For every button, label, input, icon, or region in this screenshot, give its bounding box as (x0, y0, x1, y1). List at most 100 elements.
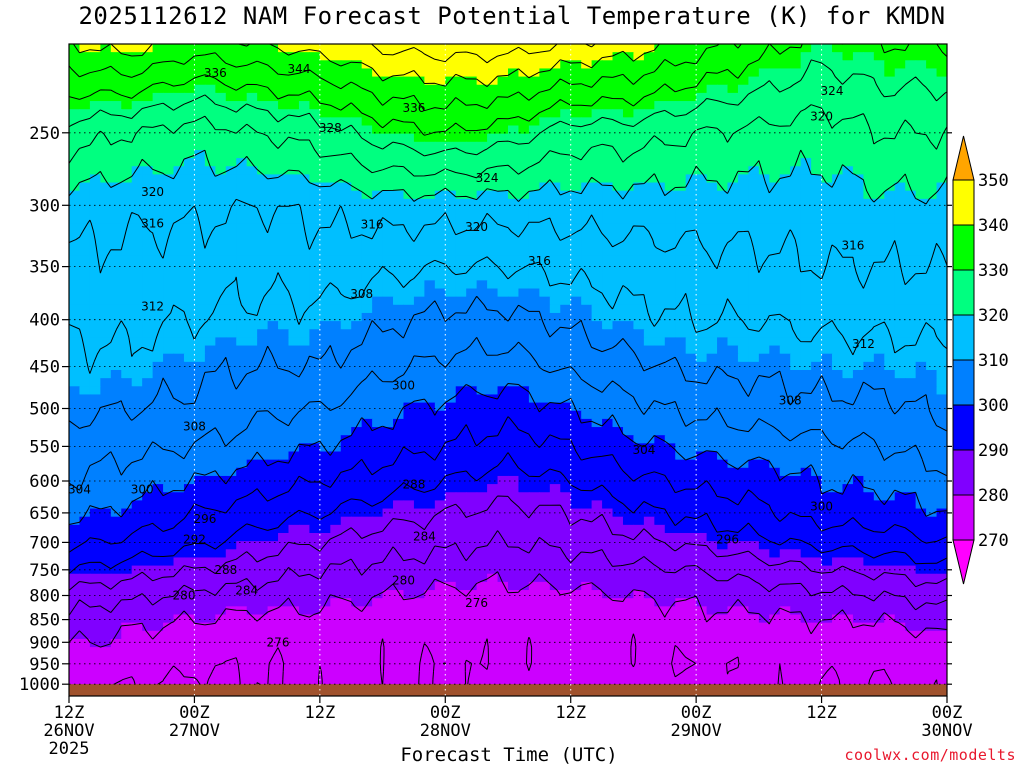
theta-cell (361, 508, 373, 518)
theta-cell (319, 418, 331, 428)
theta-cell (675, 353, 687, 363)
theta-cell (298, 500, 310, 510)
theta-cell (194, 141, 206, 151)
theta-cell (622, 386, 635, 396)
theta-cell (257, 516, 269, 526)
theta-cell (173, 149, 185, 159)
theta-cell (257, 475, 269, 485)
theta-cell (832, 516, 844, 526)
theta-cell (570, 182, 582, 192)
theta-cell (560, 92, 572, 102)
theta-cell (163, 166, 175, 175)
theta-cell (257, 329, 269, 338)
theta-cell (183, 312, 196, 322)
theta-cell (298, 337, 310, 347)
theta-cell (278, 52, 290, 61)
theta-cell (163, 198, 175, 208)
theta-cell (309, 109, 321, 118)
theta-cell (298, 418, 310, 428)
theta-cell (142, 109, 154, 118)
theta-cell (267, 475, 279, 485)
theta-cell (654, 247, 666, 257)
theta-cell (246, 52, 258, 61)
theta-cell (89, 435, 101, 444)
theta-cell (142, 255, 154, 265)
theta-cell (936, 117, 947, 127)
theta-cell (894, 117, 906, 127)
theta-cell (455, 117, 467, 127)
theta-cell (236, 443, 248, 453)
theta-cell (466, 508, 478, 518)
theta-cell (915, 312, 927, 322)
theta-cell (873, 329, 885, 338)
theta-cell (382, 207, 394, 216)
theta-cell (643, 427, 655, 436)
theta-cell (769, 60, 781, 70)
theta-cell (602, 125, 614, 135)
theta-cell (905, 378, 917, 387)
theta-cell (905, 215, 917, 224)
theta-cell (163, 190, 175, 200)
theta-cell (278, 304, 290, 314)
theta-cell (717, 223, 729, 233)
theta-cell (737, 516, 749, 526)
theta-cell (622, 92, 635, 102)
theta-cell (518, 312, 530, 322)
theta-cell (257, 402, 269, 412)
theta-cell (737, 280, 749, 290)
theta-cell (173, 337, 185, 347)
theta-cell (926, 247, 938, 257)
theta-cell (852, 117, 864, 127)
theta-cell (351, 524, 363, 534)
theta-cell (121, 288, 133, 298)
theta-cell (131, 239, 143, 249)
theta-cell (508, 60, 520, 70)
theta-cell (204, 467, 216, 477)
theta-cell (737, 149, 749, 159)
theta-cell (183, 280, 196, 290)
theta-cell (393, 44, 405, 53)
theta-cell (727, 378, 739, 387)
theta-cell (319, 44, 331, 53)
theta-cell (581, 467, 593, 477)
theta-cell (413, 418, 425, 428)
theta-cell (508, 394, 520, 404)
theta-cell (424, 345, 436, 355)
theta-cell (288, 84, 300, 94)
theta-cell (863, 345, 875, 355)
theta-cell (800, 321, 812, 330)
theta-cell (518, 215, 530, 224)
theta-cell (257, 272, 269, 281)
theta-cell (758, 158, 770, 167)
theta-cell (832, 174, 844, 184)
theta-cell (225, 516, 237, 526)
theta-cell (69, 84, 81, 94)
theta-cell (330, 321, 342, 330)
theta-cell (811, 44, 823, 53)
theta-cell (319, 394, 331, 404)
theta-cell (727, 427, 739, 436)
theta-cell (622, 418, 635, 428)
theta-cell (549, 101, 561, 110)
theta-cell (455, 386, 467, 396)
theta-cell (528, 402, 540, 412)
theta-cell (926, 370, 938, 379)
theta-cell (142, 68, 154, 78)
theta-cell (811, 337, 823, 347)
theta-cell (894, 280, 906, 290)
theta-cell (863, 492, 875, 501)
theta-cell (790, 125, 802, 135)
theta-cell (340, 239, 352, 249)
theta-cell (905, 321, 917, 330)
theta-cell (549, 402, 561, 412)
theta-cell (591, 44, 603, 53)
theta-cell (633, 109, 645, 118)
theta-cell (455, 459, 467, 469)
theta-cell (372, 337, 384, 347)
theta-cell (528, 443, 540, 453)
theta-cell (330, 207, 342, 216)
theta-cell (403, 182, 415, 192)
theta-cell (654, 443, 666, 453)
theta-cell (466, 386, 478, 396)
theta-cell (309, 272, 321, 281)
